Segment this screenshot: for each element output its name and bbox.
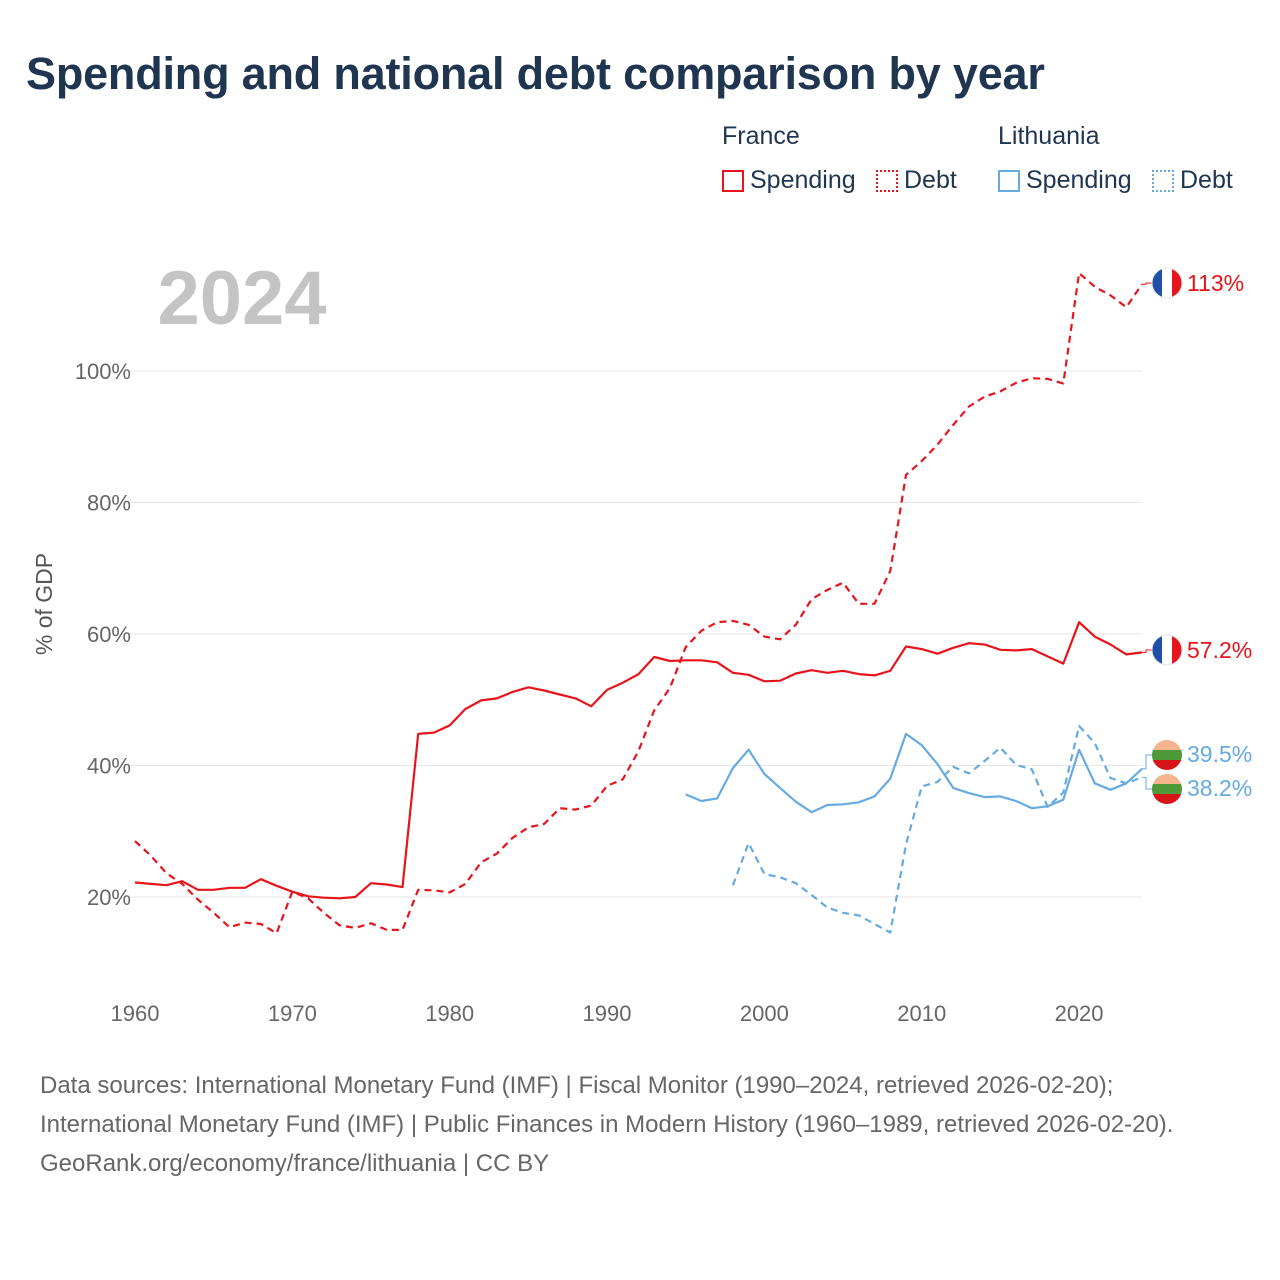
legend-group-title: Lithuania (998, 122, 1100, 150)
legend-item-label: Debt (1180, 166, 1233, 194)
solid-line-swatch-icon (722, 169, 744, 192)
series-lines (134, 271, 1143, 935)
flag-border (1151, 634, 1183, 666)
x-tick-label: 1970 (268, 1001, 317, 1026)
dotted-line-swatch-icon (876, 169, 898, 192)
x-tick-label: 2020 (1055, 1001, 1104, 1026)
y-tick-label: 80% (87, 491, 131, 516)
end-label-connectors (1142, 282, 1152, 790)
france-flag-icon (1152, 635, 1182, 665)
x-tick-label: 1960 (111, 1001, 160, 1026)
end-label-france-spending: 57.2% (1187, 637, 1252, 663)
flag-border (1151, 267, 1183, 299)
y-axis-ticks: 20% 40% 60% 80% 100% (75, 359, 131, 910)
end-connector (1142, 754, 1152, 770)
end-connector (1142, 776, 1152, 790)
chart-title: Spending and national debt comparison by… (26, 48, 1045, 99)
solid-line-swatch-icon (998, 169, 1020, 192)
x-axis-ticks: 1960 1970 1980 1990 2000 2010 2020 (111, 1001, 1104, 1026)
end-connector (1142, 282, 1152, 285)
legend-group-title: France (722, 122, 800, 150)
series-line-france-spending (134, 621, 1143, 900)
legend-item-label: Spending (1026, 166, 1132, 194)
footer: Data sources: International Monetary Fun… (40, 1066, 1240, 1183)
legend-item-lithuania-debt[interactable]: Debt (1152, 166, 1233, 195)
end-label-lithuania-spending: 39.5% (1187, 741, 1252, 767)
y-tick-label: 20% (87, 885, 131, 910)
year-watermark: 2024 (157, 256, 326, 341)
end-connector (1142, 649, 1152, 653)
y-tick-label: 60% (87, 622, 131, 647)
legend-item-label: Debt (904, 166, 957, 194)
y-tick-label: 40% (87, 754, 131, 779)
lithuania-flag-icon (1152, 740, 1182, 770)
france-flag-icon (1152, 268, 1182, 298)
legend-item-lithuania-spending[interactable]: Spending (998, 166, 1132, 195)
legend-item-france-debt[interactable]: Debt (876, 166, 957, 195)
legend-item-label: Spending (750, 166, 856, 194)
x-tick-label: 1990 (583, 1001, 632, 1026)
x-tick-label: 2000 (740, 1001, 789, 1026)
series-line-france-debt (134, 271, 1143, 935)
dotted-line-swatch-icon (1152, 169, 1174, 192)
x-tick-label: 1980 (425, 1001, 474, 1026)
end-label-france-debt: 113% (1187, 270, 1244, 296)
credit-link[interactable]: GeoRank.org/economy/france/lithuania | C… (40, 1150, 550, 1177)
end-label-lithuania-debt: 38.2% (1187, 775, 1252, 801)
series-line-lithuania-debt (731, 724, 1143, 934)
x-tick-label: 2010 (897, 1001, 946, 1026)
data-sources: Data sources: International Monetary Fun… (40, 1072, 1174, 1138)
y-tick-label: 100% (75, 359, 131, 384)
line-chart: 20% 40% 60% 80% 100% 1960 1970 1980 1990 2000 201… (31, 256, 1252, 1026)
gridlines (128, 370, 1142, 898)
lithuania-flag-icon (1152, 774, 1182, 804)
series-line-lithuania-spending (685, 732, 1143, 814)
y-axis-label: % of GDP (31, 553, 57, 655)
legend-item-france-spending[interactable]: Spending (722, 166, 856, 195)
